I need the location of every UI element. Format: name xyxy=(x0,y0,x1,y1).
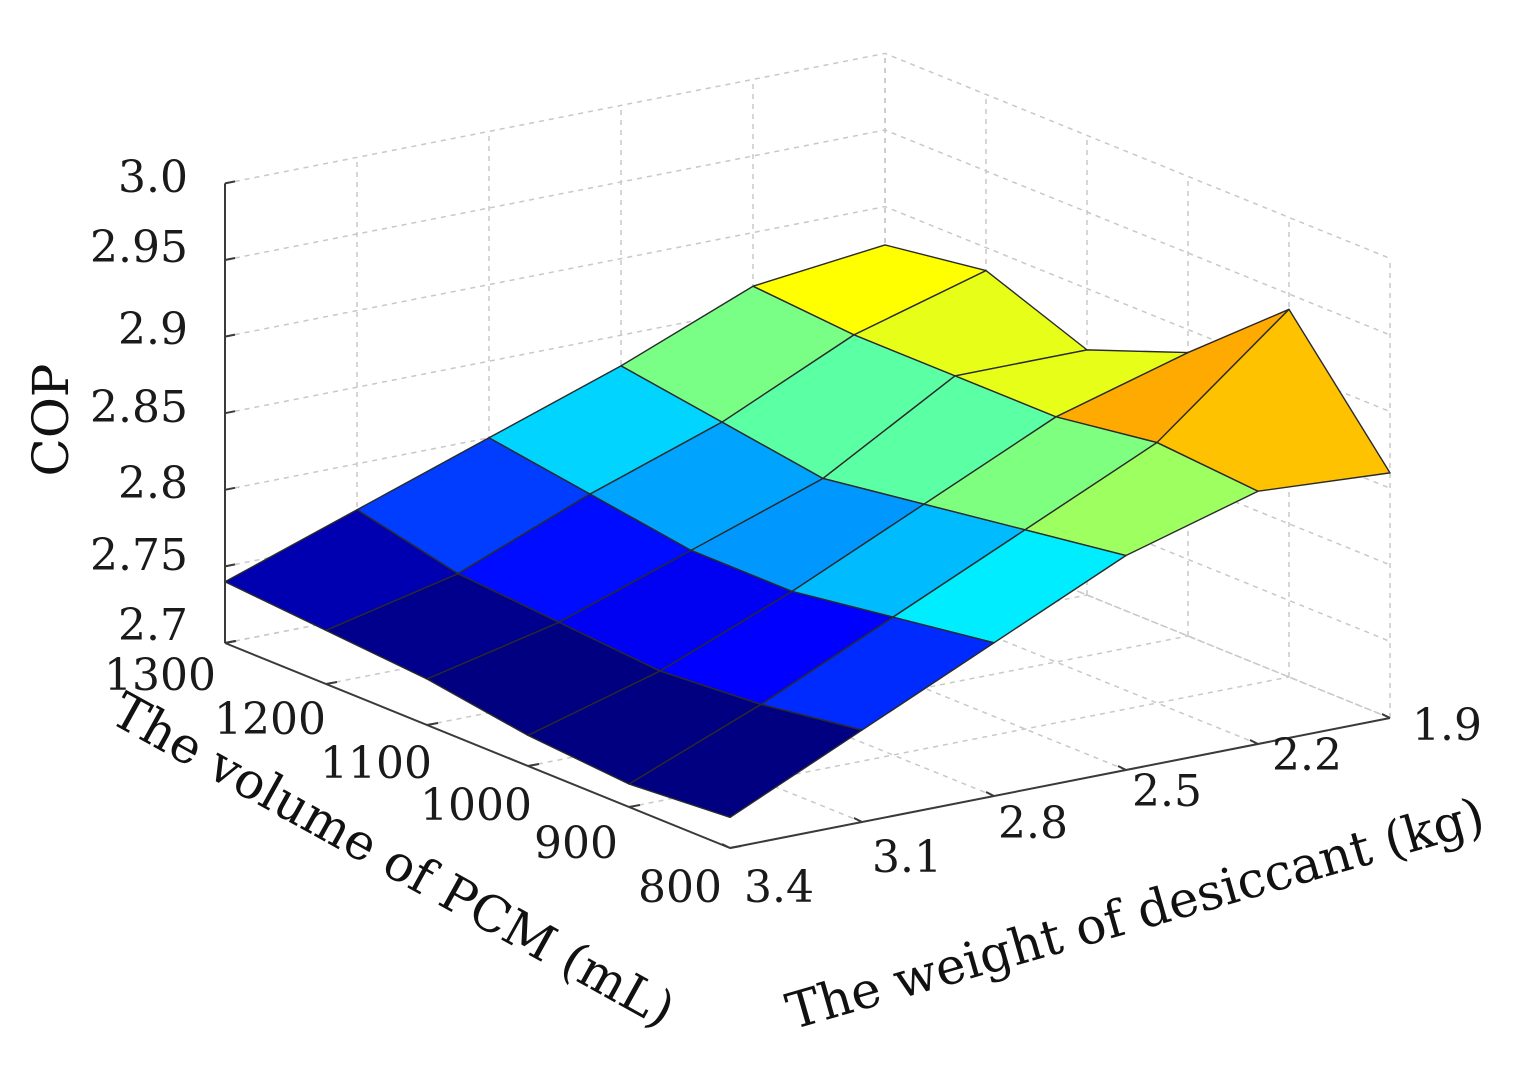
z-tick-mark xyxy=(224,180,236,185)
x-tick-mark xyxy=(426,722,439,726)
x-tick-mark xyxy=(729,845,742,849)
z-tick-mark xyxy=(224,486,236,491)
y-tick-mark xyxy=(1117,765,1127,771)
y-tick-mark xyxy=(1381,713,1391,719)
x-tick-label: 1000 xyxy=(420,780,532,831)
y-tick-label: 1.9 xyxy=(1412,700,1482,751)
x-tick-mark xyxy=(527,763,540,767)
x-tick-label: 800 xyxy=(638,862,722,913)
x-tick-label: 1300 xyxy=(104,650,216,701)
z-tick-mark xyxy=(224,333,236,338)
z-tick-label: 2.75 xyxy=(90,530,188,581)
y-tick-mark xyxy=(985,791,995,797)
axes xyxy=(224,180,1391,849)
y-tick-label: 3.1 xyxy=(872,832,942,883)
y-tick-mark xyxy=(1249,739,1259,745)
x-tick-label: 900 xyxy=(534,818,618,869)
z-tick-mark xyxy=(224,410,236,415)
z-tick-mark xyxy=(224,563,236,568)
grid-line xyxy=(224,52,1391,260)
z-tick-label: 2.8 xyxy=(118,458,188,509)
x-tick-label: 1200 xyxy=(214,694,326,745)
y-tick-mark xyxy=(853,817,863,823)
x-tick-mark xyxy=(325,681,338,685)
x-tick-label: 1100 xyxy=(320,738,432,789)
z-tick-label: 2.85 xyxy=(90,382,188,433)
z-tick-mark xyxy=(224,257,236,261)
y-tick-label: 2.8 xyxy=(998,798,1068,849)
y-axis-line xyxy=(729,717,1391,849)
y-tick-label: 3.4 xyxy=(744,862,814,913)
y-tick-label: 2.2 xyxy=(1272,730,1342,781)
surface xyxy=(224,244,1391,819)
x-axis-line xyxy=(224,642,731,849)
y-tick-mark xyxy=(721,843,731,849)
z-tick-label: 3.0 xyxy=(118,152,188,203)
z-tick-label: 2.9 xyxy=(118,304,188,355)
y-axis-ticks: 3.4 3.1 2.8 2.5 2.2 1.9 xyxy=(744,700,1482,913)
z-tick-label: 2.7 xyxy=(118,600,188,651)
x-axis-ticks: 1300 1200 1100 1000 900 800 xyxy=(104,650,722,913)
surface-patch xyxy=(628,703,863,819)
x-tick-mark xyxy=(224,640,237,644)
y-tick-label: 2.5 xyxy=(1132,766,1202,817)
y-axis-label: The weight of desiccant (kg) xyxy=(780,786,1491,1041)
x-tick-mark xyxy=(628,804,641,808)
z-tick-label: 2.95 xyxy=(90,222,188,273)
z-axis-ticks: 3.0 2.95 2.9 2.85 2.8 2.75 2.7 xyxy=(90,152,188,651)
z-axis-label: COP xyxy=(22,364,80,477)
grid-line xyxy=(224,205,1391,413)
